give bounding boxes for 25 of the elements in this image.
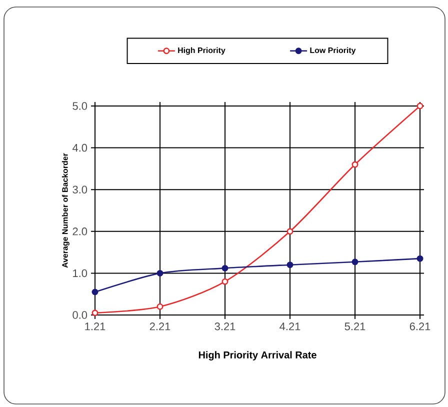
- x-tick-label: 2.21: [150, 322, 170, 330]
- x-tick-label: 3.21: [214, 322, 236, 330]
- x-tick-label: 1.21: [85, 322, 106, 330]
- y-tick-label: 0.0: [72, 311, 88, 319]
- point: [286, 228, 294, 235]
- x-tick-label: 5.21: [344, 322, 366, 330]
- x-axis-title: High Priority Arrival Rate: [198, 351, 316, 360]
- point: [416, 255, 424, 262]
- y-tick-label: 4.0: [72, 144, 88, 152]
- point: [352, 258, 358, 266]
- point: [222, 264, 228, 272]
- point: [156, 303, 164, 310]
- point: [92, 310, 98, 316]
- y-tick-label: 1.0: [73, 269, 88, 278]
- y-tick-label: 5.0: [72, 102, 88, 110]
- x-tick-label: 4.21: [280, 322, 300, 330]
- point: [416, 102, 424, 110]
- point: [156, 270, 164, 276]
- y-tick-label: 3.0: [72, 186, 88, 194]
- point: [92, 288, 98, 296]
- y-tick-label: 2.0: [72, 228, 88, 236]
- point: [286, 262, 294, 268]
- point: [352, 161, 358, 168]
- point: [222, 278, 228, 285]
- x-tick-label: 6.21: [410, 322, 430, 330]
